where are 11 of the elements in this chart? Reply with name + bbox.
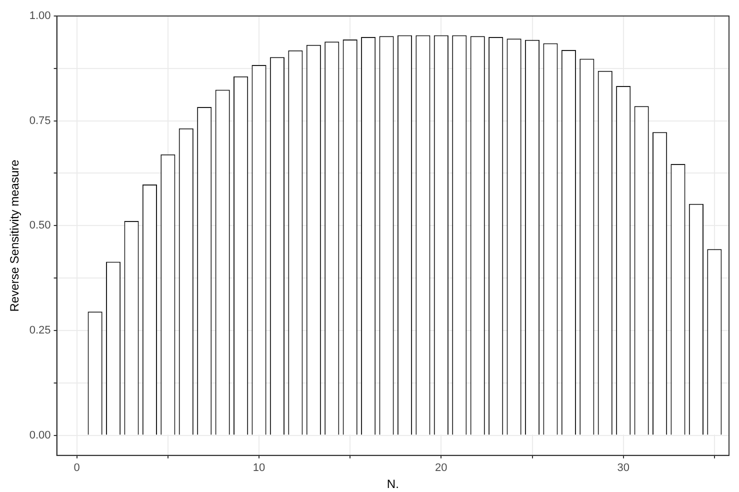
y-tick-label: 0.50 <box>29 220 51 232</box>
x-axis-title: N. <box>386 477 399 492</box>
y-axis-title: Reverse Sensitivity measure <box>8 159 22 312</box>
y-tick-label: 1.00 <box>29 10 51 22</box>
x-tick-label: 30 <box>617 462 630 474</box>
y-tick-label: 0.25 <box>29 324 51 336</box>
x-tick-label: 20 <box>435 462 448 474</box>
y-tick-label: 0.75 <box>29 114 51 127</box>
x-tick-label: 10 <box>252 462 266 474</box>
y-tick-label: 0.00 <box>29 429 51 442</box>
x-tick-label: 0 <box>74 462 80 474</box>
